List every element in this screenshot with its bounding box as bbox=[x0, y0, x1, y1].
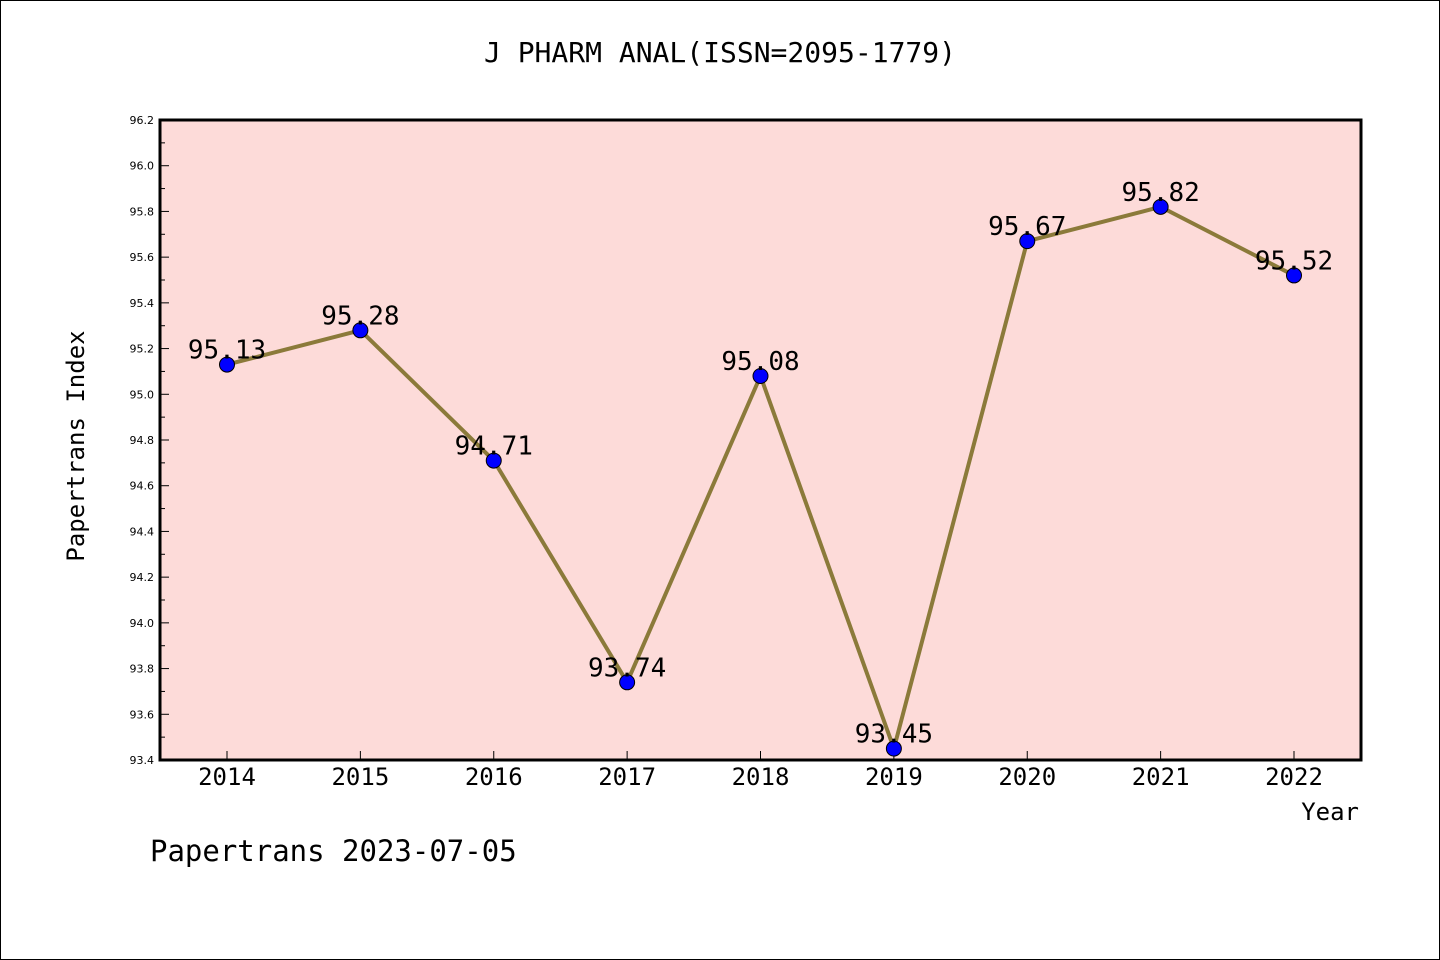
y-axis-label: Papertrans Index bbox=[62, 330, 90, 561]
y-tick-label: 94.6 bbox=[130, 480, 155, 493]
data-label: 95.13 bbox=[188, 336, 266, 366]
chart-title: J PHARM ANAL(ISSN=2095-1779) bbox=[483, 36, 956, 69]
data-label: 95.08 bbox=[721, 347, 799, 377]
data-label: 95.67 bbox=[988, 212, 1066, 242]
y-tick-label: 93.8 bbox=[130, 663, 155, 676]
y-tick-label: 96.2 bbox=[130, 114, 155, 127]
y-tick-label: 94.2 bbox=[130, 571, 155, 584]
data-point bbox=[752, 368, 769, 384]
x-axis-label: Year bbox=[1301, 798, 1359, 826]
y-tick-label: 94.0 bbox=[130, 617, 155, 630]
x-tick-label: 2020 bbox=[998, 763, 1056, 791]
data-point bbox=[352, 322, 369, 339]
data-point bbox=[619, 674, 636, 691]
data-label: 94.71 bbox=[455, 432, 533, 462]
x-tick-label: 2022 bbox=[1265, 763, 1323, 791]
data-label: 95.52 bbox=[1255, 246, 1333, 276]
data-point bbox=[485, 452, 502, 469]
x-axis: 2014 2015 2016 2017 2018 2019 2020 2021 2022 bbox=[198, 751, 1323, 791]
data-label: 95.82 bbox=[1121, 178, 1199, 208]
y-tick-label: 94.4 bbox=[130, 525, 155, 538]
footer-note: Papertrans 2023-07-05 bbox=[150, 834, 517, 868]
y-tick-label: 93.6 bbox=[130, 708, 155, 721]
x-tick-label: 2016 bbox=[465, 763, 523, 791]
data-label: 93.74 bbox=[588, 653, 666, 683]
y-tick-label: 95.0 bbox=[130, 388, 155, 401]
x-tick-label: 2014 bbox=[198, 763, 256, 791]
y-tick-label: 94.8 bbox=[130, 434, 155, 447]
data-label: 95.28 bbox=[321, 301, 399, 331]
data-labels: 95.13 95.28 94.71 93.74 95.08 93.45 95.67 95.82… bbox=[188, 178, 1333, 750]
y-tick-label: 96.0 bbox=[130, 160, 155, 173]
data-label: 93.45 bbox=[855, 720, 933, 750]
x-tick-label: 2015 bbox=[331, 763, 389, 791]
y-axis: 93.4 93.6 93.8 94.0 94.2 94.4 94.6 94.8 95.0 95.2… bbox=[130, 114, 169, 767]
data-point bbox=[885, 740, 902, 757]
y-tick-label: 93.4 bbox=[130, 754, 155, 767]
y-tick-label: 95.4 bbox=[130, 297, 155, 310]
plot-border bbox=[158, 118, 1363, 762]
x-tick-label: 2017 bbox=[598, 763, 656, 791]
data-point bbox=[1152, 198, 1169, 215]
data-point bbox=[1019, 233, 1036, 250]
y-tick-label: 95.8 bbox=[130, 205, 155, 218]
data-point bbox=[219, 356, 235, 373]
data-point bbox=[1286, 267, 1302, 284]
y-tick-label: 95.6 bbox=[130, 251, 155, 264]
plot-area bbox=[160, 120, 1361, 760]
data-points bbox=[219, 198, 1302, 757]
y-tick-label: 95.2 bbox=[130, 343, 155, 356]
x-tick-label: 2019 bbox=[865, 763, 923, 791]
x-tick-label: 2021 bbox=[1132, 763, 1190, 791]
x-tick-label: 2018 bbox=[732, 763, 790, 791]
